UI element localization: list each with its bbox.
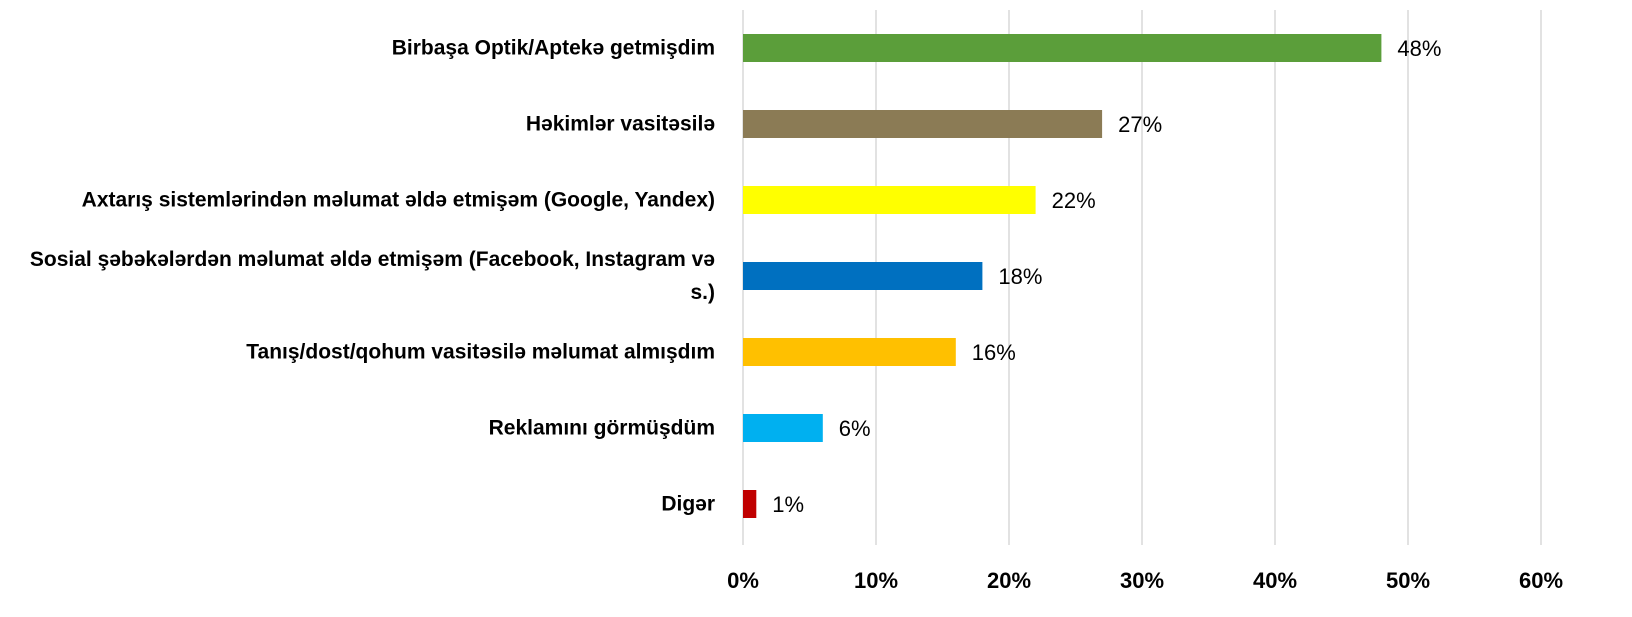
value-label: 1%: [772, 492, 804, 517]
value-label: 18%: [998, 264, 1042, 289]
x-tick-label: 30%: [1120, 568, 1164, 593]
category-label: Reklamını görmüşdüm: [488, 416, 715, 440]
value-label: 16%: [972, 340, 1016, 365]
x-tick-label: 60%: [1519, 568, 1563, 593]
category-label: Tanış/dost/qohum vasitəsilə məlumat almı…: [246, 340, 715, 364]
bar: [743, 414, 823, 442]
value-label: 22%: [1052, 188, 1096, 213]
bar: [743, 34, 1382, 62]
x-tick-label: 20%: [987, 568, 1031, 593]
bar: [743, 110, 1103, 138]
bar: [743, 262, 983, 290]
x-tick-label: 50%: [1386, 568, 1430, 593]
value-label: 27%: [1118, 112, 1162, 137]
x-tick-label: 0%: [727, 568, 759, 593]
category-label: Axtarış sistemlərindən məlumat əldə etmi…: [81, 188, 715, 212]
x-tick-label: 40%: [1253, 568, 1297, 593]
x-tick-label: 10%: [854, 568, 898, 593]
category-label: Birbaşa Optik/Aptekə getmişdim: [391, 36, 715, 60]
category-label: Həkimlər vasitəsilə: [525, 112, 715, 136]
bar: [743, 490, 757, 518]
bar: [743, 186, 1036, 214]
category-label: Sosial şəbəkələrdən məlumat əldə etmişəm…: [29, 248, 715, 304]
value-label: 6%: [839, 416, 871, 441]
category-label: Digər: [661, 492, 715, 516]
bar: [743, 338, 956, 366]
value-label: 48%: [1397, 36, 1441, 61]
